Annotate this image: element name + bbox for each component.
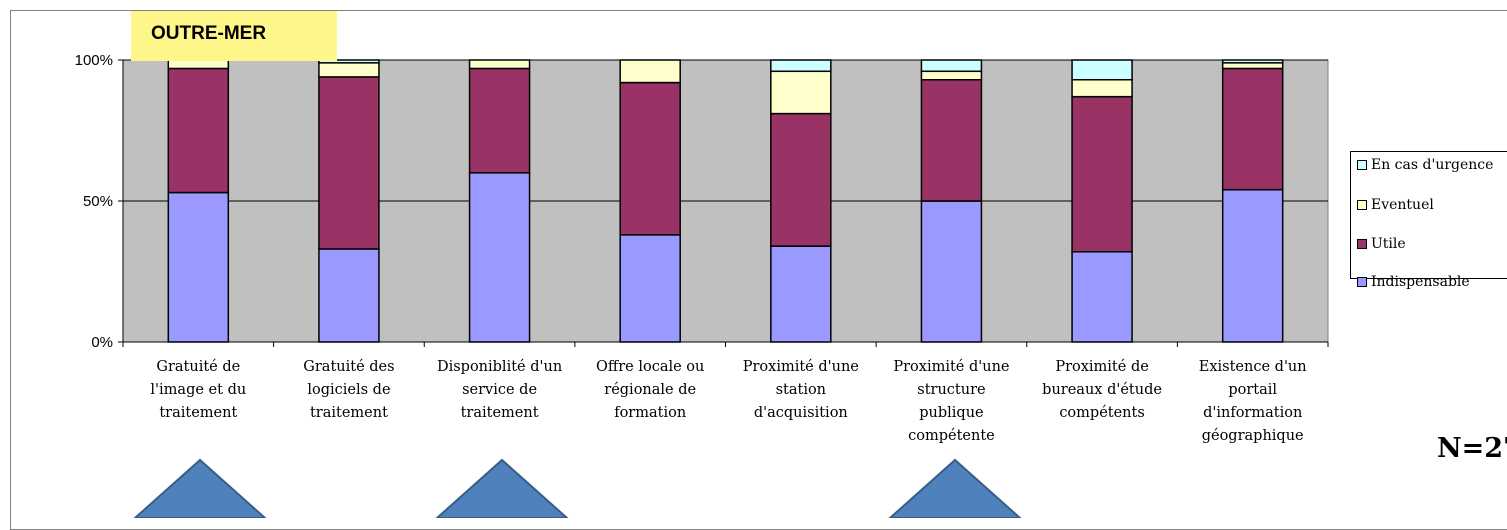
bar-segment-utile bbox=[1221, 67, 1284, 191]
stacked-bar-chart: 0% 50% 100% Gratuité de l'image et du traite… bbox=[75, 52, 1329, 444]
y-tick-label: 50% bbox=[83, 193, 113, 210]
legend-item-utile: Utile bbox=[1357, 234, 1406, 254]
x-tick-label: Gratuité de l'image et du traitement bbox=[150, 359, 246, 421]
up-arrow-icon bbox=[133, 458, 267, 518]
bar-segment-urgence bbox=[920, 59, 983, 73]
legend-item-eventuel: Eventuel bbox=[1357, 195, 1434, 215]
region-badge: OUTRE-MER bbox=[131, 11, 337, 61]
legend-label: Eventuel bbox=[1371, 197, 1434, 213]
x-tick-label: Existence d'un portail d'information géogra… bbox=[1199, 359, 1307, 444]
bar-segment-urgence bbox=[318, 59, 380, 64]
bar-segment-eventuel bbox=[619, 59, 681, 84]
x-tick-label: Gratuité des logiciels de traitement bbox=[303, 359, 394, 421]
bar-segment-urgence bbox=[770, 59, 832, 73]
bar-segment-eventuel bbox=[920, 70, 983, 81]
x-tick-label: Disponiblité d'un service de traitement bbox=[437, 359, 562, 421]
up-arrow-icon bbox=[435, 458, 569, 518]
x-tick-label: Proximité d'une station d'acquisition bbox=[743, 359, 859, 421]
bar-segment-eventuel bbox=[1071, 78, 1133, 98]
legend-item-indispensable: Indispensable bbox=[1357, 272, 1470, 292]
y-tick-label: 0% bbox=[91, 334, 113, 351]
bar-segment-utile bbox=[920, 78, 983, 202]
bar-segment-indispensable bbox=[619, 234, 681, 343]
x-tick-label: Offre locale ou régionale de formation bbox=[596, 359, 704, 421]
sample-size-label: N=278 bbox=[1437, 433, 1507, 464]
legend-swatch bbox=[1357, 277, 1367, 287]
legend-label: Indispensable bbox=[1371, 274, 1470, 290]
bar-segment-utile bbox=[770, 112, 832, 247]
legend-item-urgence: En cas d'urgence bbox=[1357, 155, 1493, 175]
bar-segment-urgence bbox=[1221, 59, 1284, 64]
bar-segment-eventuel bbox=[318, 62, 380, 78]
bar-segment-indispensable bbox=[1071, 251, 1133, 343]
x-tick-label: Proximité d'une structure publique compéten… bbox=[893, 359, 1009, 444]
legend-label: En cas d'urgence bbox=[1371, 157, 1494, 173]
bar-segment-indispensable bbox=[920, 200, 983, 343]
bar-segment-indispensable bbox=[318, 248, 380, 343]
bar-segment-eventuel bbox=[167, 59, 230, 70]
bar-segment-utile bbox=[167, 67, 230, 194]
bar-segment-utile bbox=[1071, 95, 1133, 253]
legend-label: Utile bbox=[1371, 236, 1406, 252]
y-tick-label: 100% bbox=[75, 52, 113, 69]
region-label: OUTRE-MER bbox=[151, 23, 267, 44]
bar-segment-indispensable bbox=[1221, 188, 1284, 343]
legend-swatch bbox=[1357, 239, 1367, 249]
legend-swatch bbox=[1357, 160, 1367, 170]
bar-segment-utile bbox=[468, 67, 531, 174]
bar-segment-indispensable bbox=[468, 172, 531, 343]
bar-segment-indispensable bbox=[770, 245, 832, 343]
legend-swatch bbox=[1357, 200, 1367, 210]
chart-legend: En cas d'urgence Eventuel Utile Indispensab… bbox=[1350, 151, 1507, 290]
bar-segment-indispensable bbox=[167, 191, 230, 343]
bar-segment-utile bbox=[619, 81, 681, 236]
bar-segment-eventuel bbox=[468, 59, 531, 70]
up-arrow-icon bbox=[888, 458, 1022, 518]
bar-segment-utile bbox=[318, 76, 380, 250]
bar-segment-urgence bbox=[1071, 59, 1133, 81]
x-tick-label: Proximité de bureaux d'étude compétents bbox=[1042, 359, 1162, 421]
bar-segment-eventuel bbox=[1221, 62, 1284, 70]
bar-segment-eventuel bbox=[770, 70, 832, 115]
